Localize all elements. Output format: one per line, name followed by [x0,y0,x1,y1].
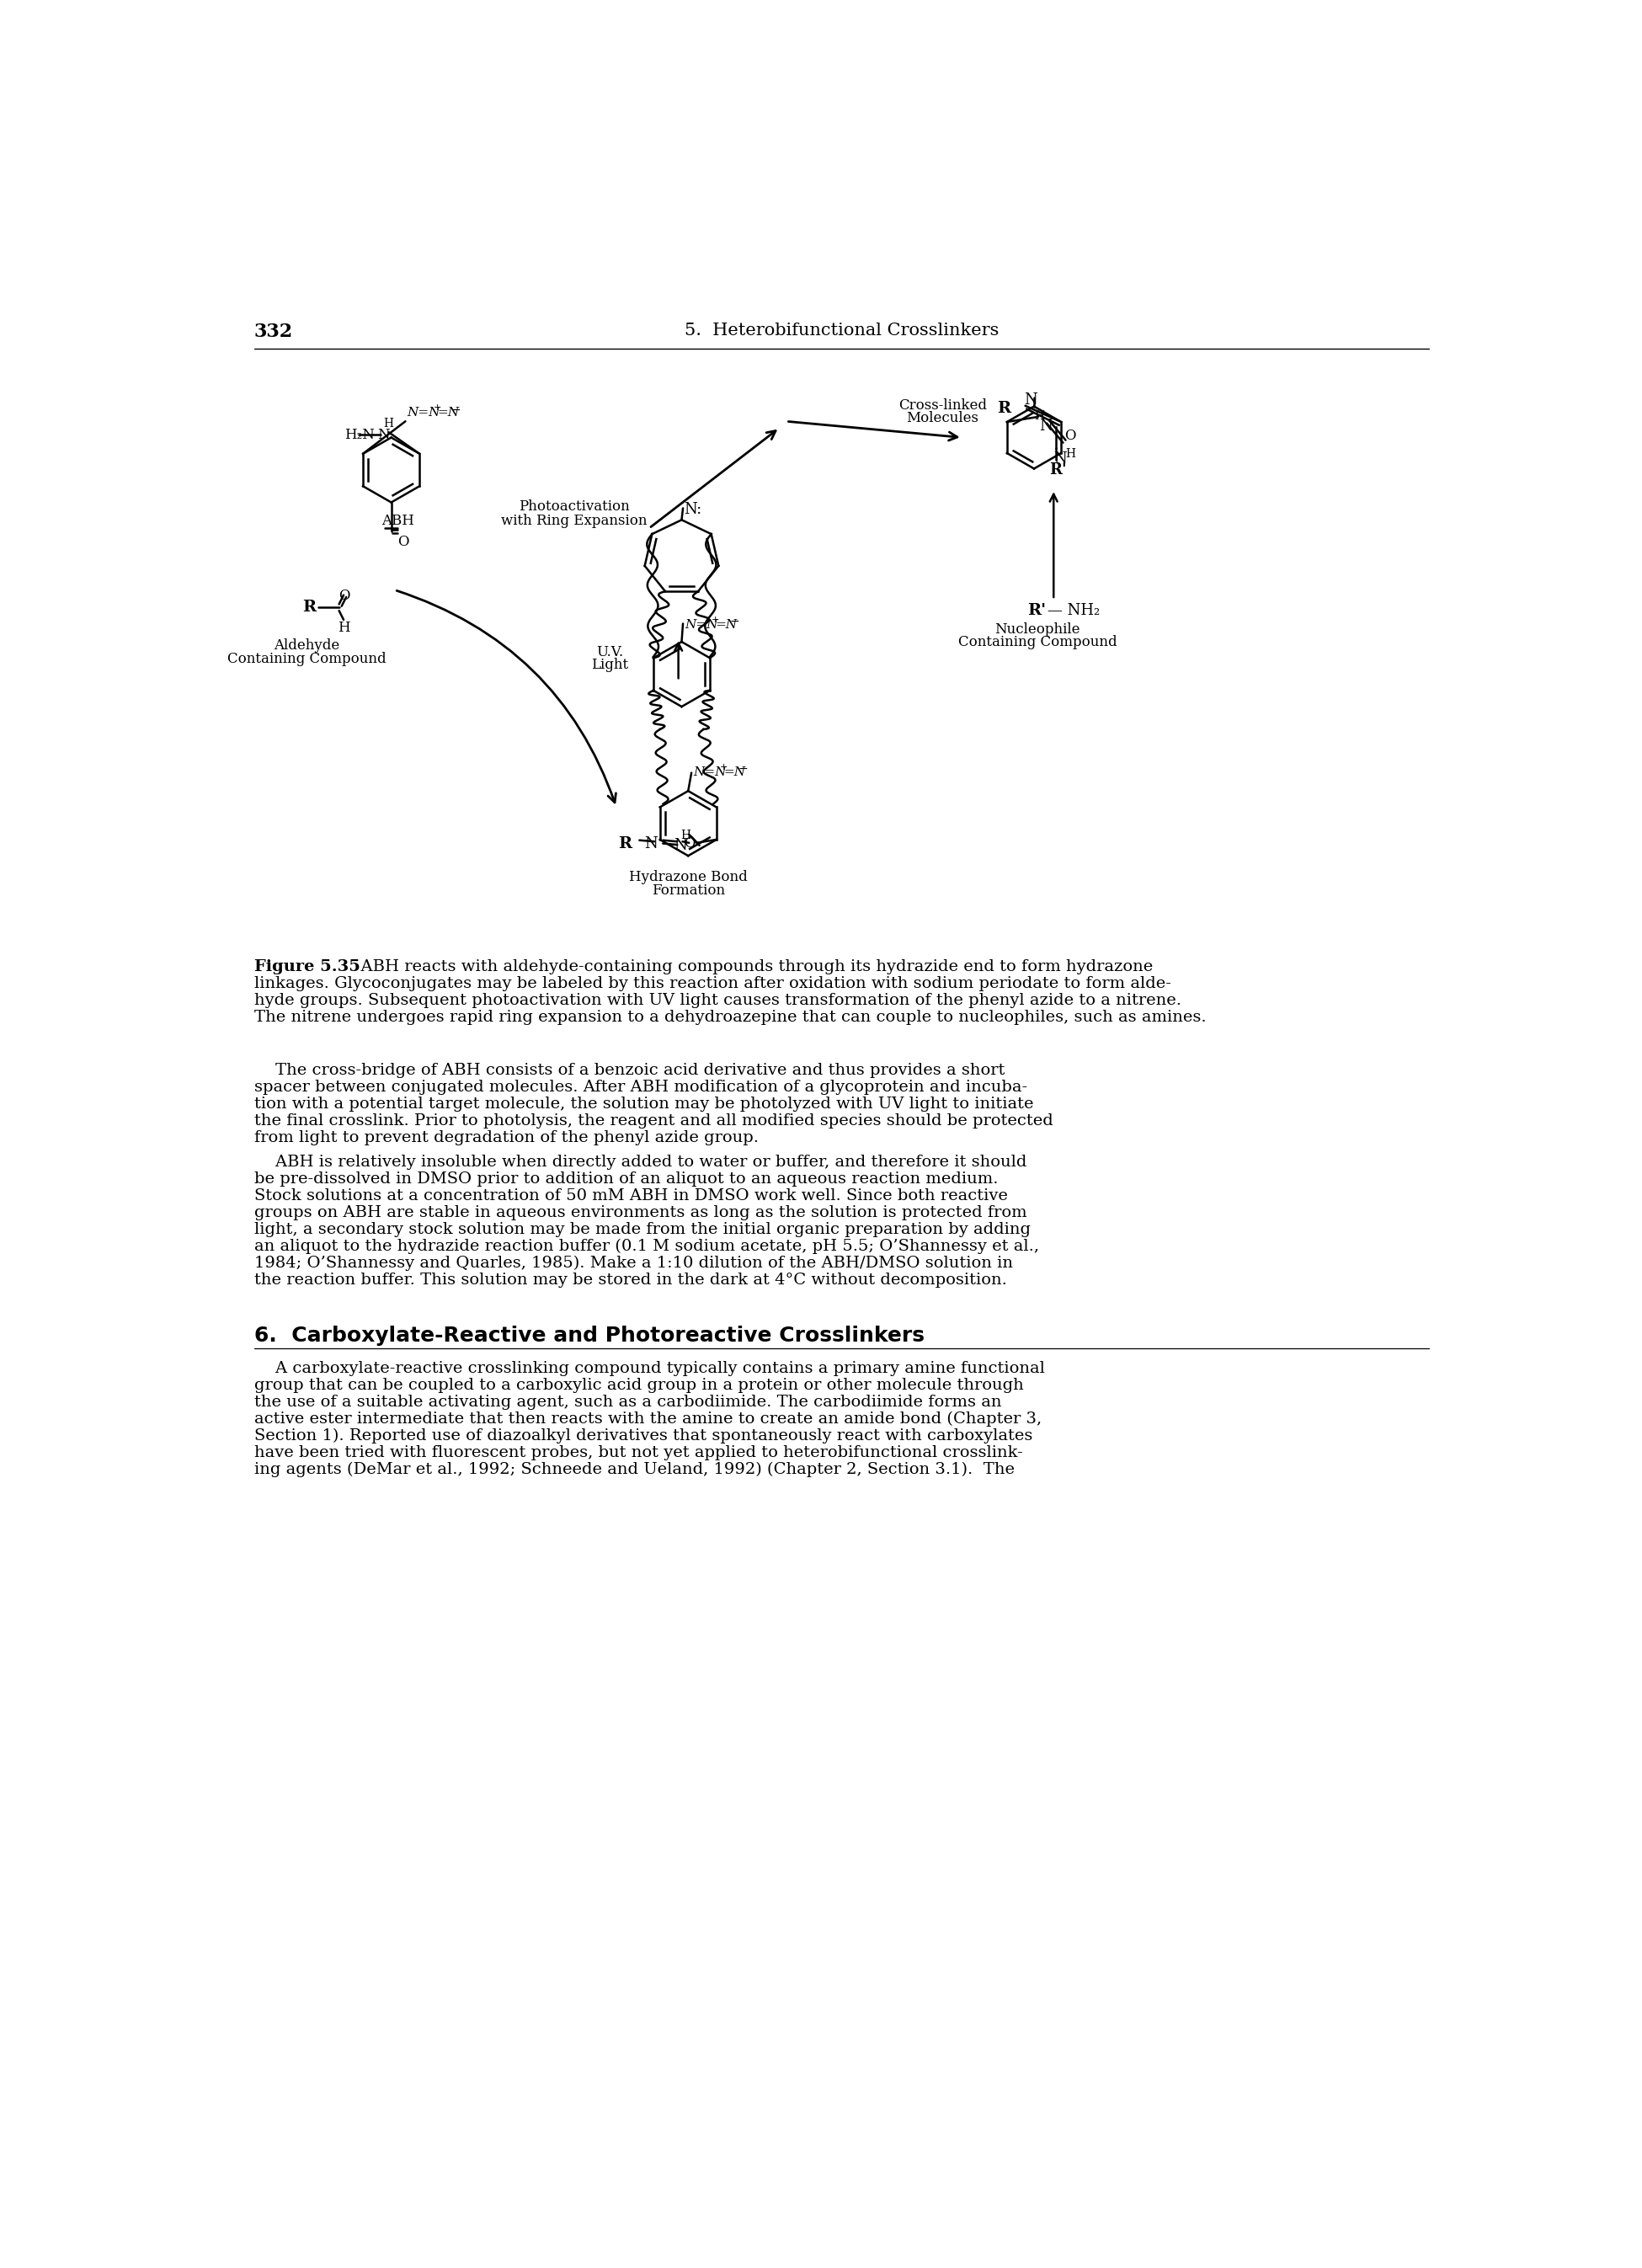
Text: N:: N: [683,501,701,517]
Text: Figure 5.35: Figure 5.35 [255,959,360,975]
Text: Aldehyde: Aldehyde [274,640,340,653]
Text: Light: Light [591,658,629,671]
Text: O: O [338,590,350,603]
Text: =N: =N [724,767,745,778]
Text: H: H [1066,447,1076,460]
Text: Hydrazone Bond: Hydrazone Bond [629,871,747,885]
Text: +: + [721,762,727,771]
Text: the use of a suitable activating agent, such as a carbodiimide. The carbodiimide: the use of a suitable activating agent, … [255,1395,1002,1411]
Text: H: H [338,621,350,635]
Text: −: − [729,617,739,628]
Text: an aliquot to the hydrazide reaction buffer (0.1 M sodium acetate, pH 5.5; O’Sha: an aliquot to the hydrazide reaction buf… [255,1238,1039,1254]
Text: O: O [397,535,409,549]
Text: Molecules: Molecules [906,411,979,426]
Text: N: N [378,429,389,442]
Text: with Ring Expansion: with Ring Expansion [501,513,647,528]
Text: N: N [1054,451,1067,467]
Text: spacer between conjugated molecules. After ABH modification of a glycoprotein an: spacer between conjugated molecules. Aft… [255,1080,1028,1095]
Text: the final crosslink. Prior to photolysis, the reagent and all modified species s: the final crosslink. Prior to photolysis… [255,1114,1053,1129]
Text: Containing Compound: Containing Compound [957,635,1117,649]
Text: linkages. Glycoconjugates may be labeled by this reaction after oxidation with s: linkages. Glycoconjugates may be labeled… [255,978,1171,991]
Text: ABH is relatively insoluble when directly added to water or buffer, and therefor: ABH is relatively insoluble when directl… [255,1154,1026,1170]
Text: R: R [997,401,1010,417]
Text: group that can be coupled to a carboxylic acid group in a protein or other molec: group that can be coupled to a carboxyli… [255,1379,1023,1393]
Text: N: N [645,837,658,850]
Text: R: R [302,599,317,615]
Text: ABH reacts with aldehyde-containing compounds through its hydrazide end to form : ABH reacts with aldehyde-containing comp… [350,959,1153,975]
Text: H: H [1034,411,1044,422]
Text: +: + [711,617,719,624]
Text: Nucleophile: Nucleophile [995,621,1080,637]
Text: groups on ABH are stable in aqueous environments as long as the solution is prot: groups on ABH are stable in aqueous envi… [255,1204,1026,1220]
Text: U.V.: U.V. [596,644,624,660]
Text: ing agents (DeMar et al., 1992; Schneede and Ueland, 1992) (Chapter 2, Section 3: ing agents (DeMar et al., 1992; Schneede… [255,1463,1015,1476]
Text: Section 1). Reported use of diazoalkyl derivatives that spontaneously react with: Section 1). Reported use of diazoalkyl d… [255,1429,1033,1445]
Text: O: O [1064,429,1076,442]
Text: N: N [673,839,686,853]
Text: R': R' [1049,463,1067,476]
Text: tion with a potential target molecule, the solution may be photolyzed with UV li: tion with a potential target molecule, t… [255,1095,1033,1111]
Text: from light to prevent degradation of the phenyl azide group.: from light to prevent degradation of the… [255,1129,759,1145]
Text: =N: =N [437,406,460,420]
Text: Formation: Formation [652,882,724,898]
Text: light, a secondary stock solution may be made from the initial organic preparati: light, a secondary stock solution may be… [255,1222,1031,1238]
Text: −: − [452,404,461,415]
Text: the reaction buffer. This solution may be stored in the dark at 4°C without deco: the reaction buffer. This solution may b… [255,1272,1007,1288]
Text: ABH: ABH [381,515,414,528]
Text: A carboxylate-reactive crosslinking compound typically contains a primary amine : A carboxylate-reactive crosslinking comp… [255,1361,1044,1377]
Text: The nitrene undergoes rapid ring expansion to a dehydroazepine that can couple t: The nitrene undergoes rapid ring expansi… [255,1009,1207,1025]
Text: H: H [383,417,392,431]
Text: — NH₂: — NH₂ [1048,603,1100,619]
Text: =N: =N [716,619,737,631]
Text: N=N: N=N [693,767,727,778]
Text: H₂N: H₂N [345,429,374,442]
Text: H: H [681,830,691,841]
Text: Stock solutions at a concentration of 50 mM ABH in DMSO work well. Since both re: Stock solutions at a concentration of 50… [255,1188,1008,1204]
Text: 5.  Heterobifunctional Crosslinkers: 5. Heterobifunctional Crosslinkers [685,322,998,338]
Text: R': R' [1028,603,1046,619]
Text: Containing Compound: Containing Compound [227,651,386,667]
Text: N=N: N=N [407,406,440,420]
Text: Cross-linked: Cross-linked [898,399,987,413]
Text: 332: 332 [255,322,294,340]
Text: N: N [1039,420,1053,433]
Text: O: O [685,837,696,850]
Text: 1984; O’Shannessy and Quarles, 1985). Make a 1:10 dilution of the ABH/DMSO solut: 1984; O’Shannessy and Quarles, 1985). Ma… [255,1256,1013,1272]
Text: N=N: N=N [685,619,718,631]
Text: Photoactivation: Photoactivation [519,499,629,513]
Text: be pre-dissolved in DMSO prior to addition of an aliquot to an aqueous reaction : be pre-dissolved in DMSO prior to additi… [255,1173,998,1186]
Text: +: + [433,404,442,413]
Text: R: R [617,837,632,850]
Text: active ester intermediate that then reacts with the amine to create an amide bon: active ester intermediate that then reac… [255,1411,1041,1427]
Text: −: − [737,762,747,776]
Text: The cross-bridge of ABH consists of a benzoic acid derivative and thus provides : The cross-bridge of ABH consists of a be… [255,1064,1005,1077]
Text: 6.  Carboxylate-Reactive and Photoreactive Crosslinkers: 6. Carboxylate-Reactive and Photoreactiv… [255,1325,924,1345]
Text: hyde groups. Subsequent photoactivation with UV light causes transformation of t: hyde groups. Subsequent photoactivation … [255,993,1181,1009]
Text: have been tried with fluorescent probes, but not yet applied to heterobifunction: have been tried with fluorescent probes,… [255,1445,1023,1461]
Text: N: N [1025,392,1038,408]
